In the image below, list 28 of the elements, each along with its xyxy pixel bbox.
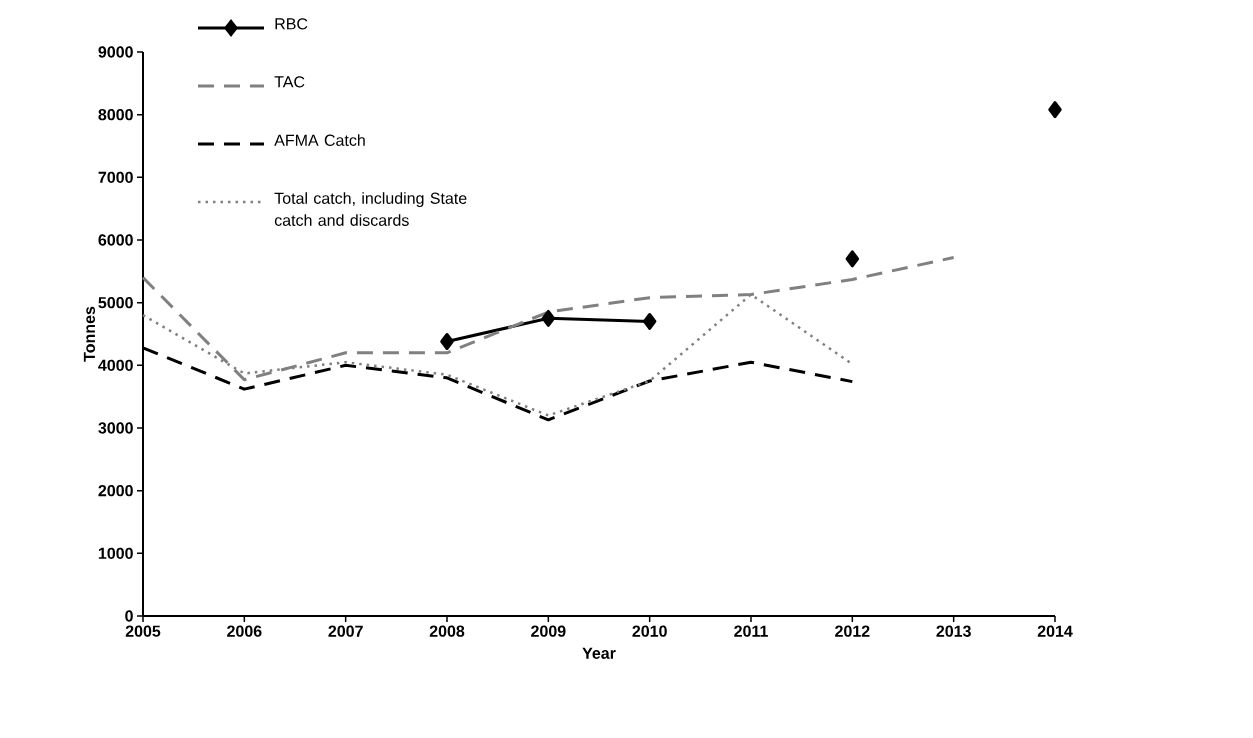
y-tick-label: 7000 [98, 171, 133, 183]
x-axis-title: Year [582, 647, 616, 659]
y-tick-label: 3000 [98, 422, 133, 434]
legend-label: RBC [275, 18, 308, 30]
x-tick-label: 2008 [429, 625, 465, 637]
x-tick-label: 2014 [1037, 625, 1073, 637]
y-tick-label: 4000 [98, 359, 133, 371]
y-tick-label: 9000 [98, 46, 133, 58]
y-tick-label: 2000 [98, 485, 133, 497]
x-tick-label: 2011 [734, 625, 768, 637]
y-axis-title: Tonnes [83, 306, 96, 362]
point [845, 250, 860, 268]
legend-label: AFMA Catch [274, 134, 365, 146]
x-tick-label: 2006 [227, 625, 262, 637]
y-tick-label: 1000 [98, 547, 133, 559]
x-tick-label: 2012 [835, 625, 870, 637]
y-tick-label: 8000 [98, 109, 133, 121]
x-tick-label: 2005 [125, 625, 161, 637]
x-tick-label: 2010 [632, 625, 667, 637]
x-tick-label: 2007 [328, 625, 363, 637]
x-tick-label: 2013 [936, 625, 971, 637]
y-tick-label: 5000 [98, 297, 133, 309]
y-tick-label: 0 [125, 610, 133, 622]
legend-label: TAC [274, 76, 305, 88]
x-tick-label: 2009 [531, 625, 566, 637]
y-tick-label: 6000 [98, 234, 133, 246]
point [1048, 101, 1062, 119]
legend-label: Total catch, including State catch and discards [274, 192, 467, 226]
